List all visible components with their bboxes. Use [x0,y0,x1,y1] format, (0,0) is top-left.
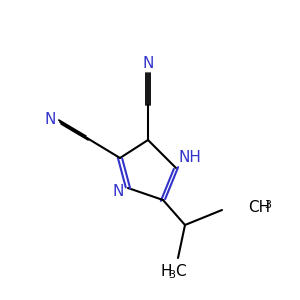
Text: 3: 3 [168,270,175,280]
Text: H: H [160,265,172,280]
Text: CH: CH [248,200,270,215]
Text: N: N [112,184,124,199]
Text: C: C [175,265,186,280]
Text: NH: NH [178,151,201,166]
Text: N: N [142,56,154,70]
Text: 3: 3 [264,200,271,210]
Text: N: N [44,112,56,128]
